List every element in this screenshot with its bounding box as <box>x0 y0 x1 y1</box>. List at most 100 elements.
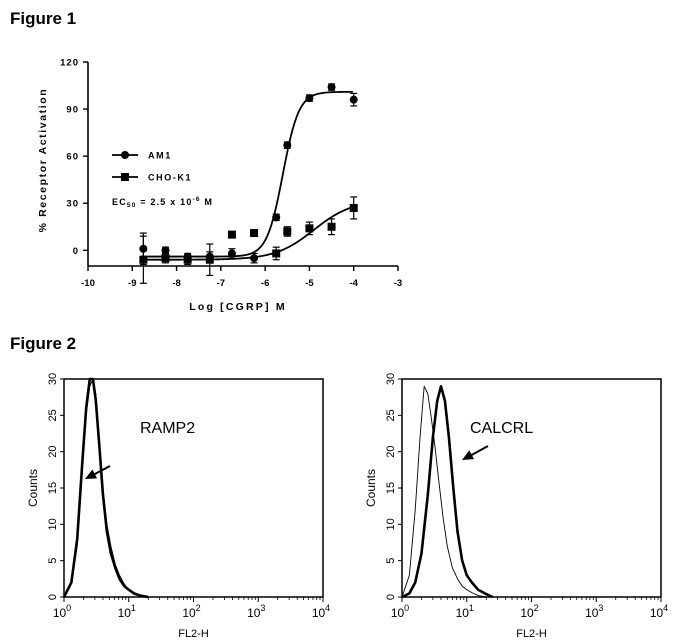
figure-1-title: Figure 1 <box>10 9 77 28</box>
data-point-am1 <box>227 249 236 258</box>
x-tick-base: 10 <box>312 606 326 620</box>
panel-annotation: CALCRL <box>470 420 533 437</box>
legend-marker-cho-k1 <box>121 173 129 181</box>
x-tick-label: -4 <box>349 278 358 289</box>
x-tick-base: 10 <box>53 606 67 620</box>
data-point-am1 <box>327 83 336 92</box>
data-point-am1 <box>250 254 259 263</box>
panel-annotation: RAMP2 <box>140 420 195 437</box>
data-point-am1 <box>161 246 170 255</box>
fit-curve-am1 <box>141 90 353 258</box>
y-tick-label: 25 <box>47 409 59 421</box>
y-axis-label: % Receptor Activation <box>37 88 49 233</box>
histogram-thin <box>63 378 149 598</box>
x-tick-base: 10 <box>247 606 261 620</box>
data-point-cho-k1 <box>250 229 259 238</box>
data-point-am1 <box>139 244 148 253</box>
data-point-cho-k1 <box>139 255 148 264</box>
fit-curve-cho-k1 <box>141 206 354 261</box>
histogram-thin <box>401 385 487 598</box>
data-point-cho-k1 <box>183 255 192 264</box>
x-tick-exp: 3 <box>598 603 603 613</box>
y-tick-label: 0 <box>73 246 79 257</box>
plot-frame <box>401 378 662 598</box>
x-tick-label: 104 <box>650 603 668 620</box>
x-tick-exp: 1 <box>131 603 136 613</box>
legend-marker-am1 <box>121 151 129 159</box>
x-tick-label: -5 <box>305 278 314 289</box>
x-tick-label: -6 <box>261 278 269 289</box>
x-tick-label: 100 <box>391 603 409 620</box>
y-tick-label: 20 <box>47 446 59 458</box>
x-tick-exp: 4 <box>663 603 668 613</box>
data-point-am1 <box>305 94 314 103</box>
figure-1-chart: -10 -9 -8 -7 -6 -5 -4 -3 0 30 60 90 120 Log [CGRP] M%… <box>37 58 402 314</box>
data-point-cho-k1 <box>349 203 358 212</box>
y-axis-label: Counts <box>364 469 378 507</box>
y-tick-label: 25 <box>385 409 397 421</box>
x-tick-exp: 2 <box>196 603 201 613</box>
data-point-cho-k1 <box>227 230 236 239</box>
data-point-cho-k1 <box>161 254 170 263</box>
legend-label: CHO-K1 <box>148 173 192 183</box>
y-tick-label: 20 <box>385 446 397 458</box>
x-tick-label: 102 <box>182 603 200 620</box>
x-tick-label: -7 <box>217 278 225 289</box>
x-tick-exp: 1 <box>469 603 474 613</box>
x-axis-label: Log [CGRP] M <box>189 301 287 313</box>
x-tick-base: 10 <box>585 606 599 620</box>
y-tick-label: 30 <box>47 373 59 385</box>
x-tick-label: 100 <box>53 603 71 620</box>
x-tick-base: 10 <box>391 606 405 620</box>
ec50-annotation: EC50 = 2.5 x 10-6 M <box>112 196 213 209</box>
y-tick-label: 120 <box>60 58 79 69</box>
x-axis-label: FL2-H <box>516 628 547 640</box>
data-point-am1 <box>272 213 281 222</box>
data-point-cho-k1 <box>327 222 336 231</box>
arrow-head <box>462 450 475 460</box>
histogram-thick <box>401 384 494 599</box>
x-tick-base: 10 <box>520 606 534 620</box>
legend-label: AM1 <box>148 151 172 161</box>
x-tick-label: -9 <box>128 278 136 289</box>
x-tick-exp: 0 <box>404 603 409 613</box>
x-tick-label: -3 <box>394 278 402 289</box>
x-tick-base: 10 <box>118 606 132 620</box>
y-tick-label: 0 <box>47 594 59 600</box>
x-tick-exp: 0 <box>66 603 71 613</box>
data-point-cho-k1 <box>272 249 281 258</box>
x-tick-exp: 2 <box>534 603 539 613</box>
y-tick-label: 90 <box>66 105 79 116</box>
y-tick-label: 10 <box>385 518 397 530</box>
histogram-thick <box>62 377 149 599</box>
x-tick-exp: 4 <box>325 603 330 613</box>
y-tick-label: 15 <box>385 482 397 494</box>
y-tick-label: 5 <box>47 558 59 564</box>
y-tick-label: 30 <box>385 373 397 385</box>
y-tick-label: 60 <box>66 152 79 163</box>
data-point-cho-k1 <box>205 255 214 264</box>
y-tick-label: 15 <box>47 482 59 494</box>
x-tick-base: 10 <box>650 606 664 620</box>
y-axis-label: Counts <box>26 469 40 507</box>
x-tick-label: 102 <box>520 603 538 620</box>
data-point-cho-k1 <box>305 224 314 233</box>
data-point-am1 <box>283 141 292 150</box>
y-tick-label: 5 <box>385 558 397 564</box>
x-tick-label: -10 <box>81 278 95 289</box>
arrow-head <box>85 469 98 479</box>
data-point-cho-k1 <box>283 227 292 236</box>
y-tick-label: 10 <box>47 518 59 530</box>
x-tick-label: 104 <box>312 603 330 620</box>
x-tick-label: 103 <box>585 603 603 620</box>
y-tick-label: 0 <box>385 594 397 600</box>
x-tick-label: -8 <box>172 278 180 289</box>
x-tick-label: 103 <box>247 603 265 620</box>
x-tick-exp: 3 <box>260 603 265 613</box>
x-tick-base: 10 <box>182 606 196 620</box>
x-tick-base: 10 <box>456 606 470 620</box>
y-tick-label: 30 <box>66 199 79 210</box>
figure-2-title: Figure 2 <box>10 334 77 353</box>
x-tick-label: 101 <box>118 603 136 620</box>
